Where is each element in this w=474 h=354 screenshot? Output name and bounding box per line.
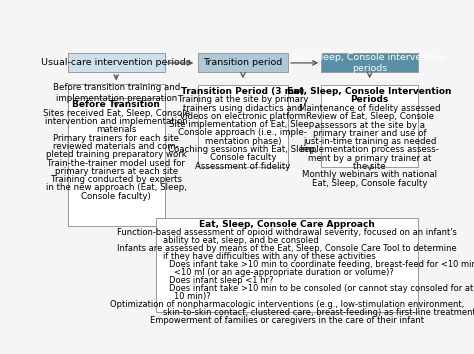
Bar	[321, 53, 419, 73]
Text: Assessment of fidelity: Assessment of fidelity	[195, 161, 291, 171]
Text: Training at the site by primary: Training at the site by primary	[178, 95, 308, 104]
Text: Function-based assessment of opioid withdrawal severity, focused on an infant's: Function-based assessment of opioid with…	[117, 228, 457, 237]
Bar	[198, 85, 288, 166]
Text: Periods: Periods	[351, 96, 389, 104]
Text: Usual-care intervention periods: Usual-care intervention periods	[41, 58, 191, 67]
Text: the site: the site	[353, 162, 386, 171]
Text: primary trainers at each site: primary trainers at each site	[55, 167, 178, 176]
Text: mentation phase): mentation phase)	[205, 137, 281, 146]
Text: Transition period: Transition period	[203, 58, 283, 67]
Text: in the new approach (Eat, Sleep,: in the new approach (Eat, Sleep,	[46, 183, 187, 193]
Text: Sites received Eat, Sleep, Console: Sites received Eat, Sleep, Console	[43, 109, 190, 118]
Bar	[198, 53, 288, 73]
Text: Eat, Sleep, Console Intervention: Eat, Sleep, Console Intervention	[287, 87, 452, 96]
Bar	[321, 85, 419, 166]
Text: Eat, Sleep, Console intervention
periods: Eat, Sleep, Console intervention periods	[293, 53, 446, 73]
Text: primary trainer and use of: primary trainer and use of	[313, 129, 427, 138]
Text: ability to eat, sleep, and be consoled: ability to eat, sleep, and be consoled	[164, 236, 319, 245]
Text: Does infant take >10 min to coordinate feeding, breast-feed for <10 min, or take: Does infant take >10 min to coordinate f…	[169, 260, 474, 269]
Text: Primary trainers for each site: Primary trainers for each site	[53, 134, 179, 143]
Text: Before transition training and
implementation preparation: Before transition training and implement…	[53, 83, 180, 103]
Text: Console approach (i.e., imple-: Console approach (i.e., imple-	[179, 129, 307, 137]
Bar	[155, 218, 419, 312]
Bar	[67, 53, 165, 73]
Text: Does infant sleep <1 hr?: Does infant sleep <1 hr?	[169, 276, 273, 285]
Text: reviewed materials and com-: reviewed materials and com-	[53, 142, 179, 151]
Text: materials: materials	[96, 125, 137, 135]
Text: Empowerment of families or caregivers in the care of their infant: Empowerment of families or caregivers in…	[150, 316, 424, 325]
Bar	[67, 84, 165, 102]
Text: skin-to-skin contact, clustered care, breast-feeding) as first-line treatments: skin-to-skin contact, clustered care, br…	[164, 308, 474, 317]
Text: Infants are assessed by means of the Eat, Sleep, Console Care Tool to determine: Infants are assessed by means of the Eat…	[117, 244, 457, 253]
Text: Eat, Sleep, Console faculty: Eat, Sleep, Console faculty	[312, 178, 428, 188]
Text: Monthly webinars with national: Monthly webinars with national	[302, 170, 437, 179]
Text: assessors at the site by a: assessors at the site by a	[315, 120, 425, 130]
Text: videos on electronic platform: videos on electronic platform	[180, 112, 306, 121]
Text: Training conducted by experts: Training conducted by experts	[51, 175, 182, 184]
Text: trainers using didactics and: trainers using didactics and	[183, 103, 303, 113]
Bar	[67, 98, 165, 227]
Text: Implementation process assess-: Implementation process assess-	[300, 145, 439, 154]
Text: Optimization of nonpharmacologic interventions (e.g., low-stimulation environmen: Optimization of nonpharmacologic interve…	[110, 300, 464, 309]
Text: Review of Eat, Sleep, Console: Review of Eat, Sleep, Console	[306, 112, 434, 121]
Text: Train-the-trainer model used for: Train-the-trainer model used for	[47, 159, 185, 167]
Text: just-in-time training as needed: just-in-time training as needed	[303, 137, 437, 146]
Text: 10 min)?: 10 min)?	[173, 292, 210, 301]
Text: Eat, Sleep, Console Care Approach: Eat, Sleep, Console Care Approach	[199, 219, 375, 229]
Text: Before Transition: Before Transition	[72, 101, 160, 109]
Text: Coaching sessions with Eat, Sleep,: Coaching sessions with Eat, Sleep,	[168, 145, 318, 154]
Text: Does infant take >10 min to be consoled (or cannot stay consoled for at least: Does infant take >10 min to be consoled …	[169, 284, 474, 293]
Text: <10 ml (or an age-appropriate duration or volume)?: <10 ml (or an age-appropriate duration o…	[173, 268, 393, 277]
Text: Maintenance of fidelity assessed: Maintenance of fidelity assessed	[299, 104, 440, 113]
Text: Console faculty: Console faculty	[210, 153, 276, 162]
Text: if they have difficulties with any of these activities: if they have difficulties with any of th…	[164, 252, 376, 261]
Text: Console faculty): Console faculty)	[82, 192, 151, 201]
Text: Transition Period (3 mo): Transition Period (3 mo)	[181, 87, 305, 96]
Text: intervention and implementation: intervention and implementation	[45, 117, 188, 126]
Text: pleted training preparatory work: pleted training preparatory work	[46, 150, 187, 159]
Text: ment by a primary trainer at: ment by a primary trainer at	[308, 154, 431, 162]
Text: Site implementation of Eat, Sleep,: Site implementation of Eat, Sleep,	[169, 120, 317, 129]
